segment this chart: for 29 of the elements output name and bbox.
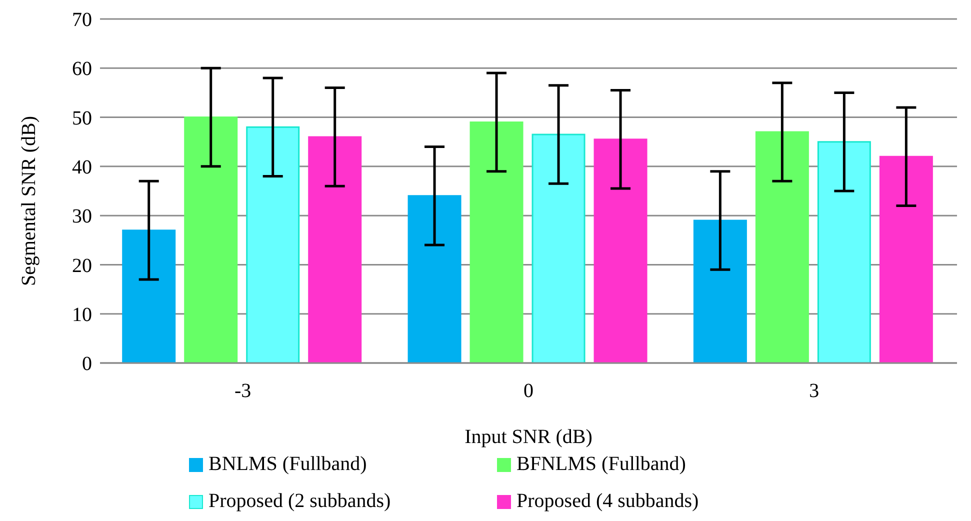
x-tick-label: 3: [809, 380, 820, 402]
bar: [879, 156, 933, 363]
y-tick-label: 0: [82, 353, 92, 376]
y-tick-label: 50: [72, 107, 92, 130]
x-tick-label: 0: [524, 380, 534, 402]
y-axis-title: Segmental SNR (dB): [18, 116, 40, 286]
y-tick-label: 70: [72, 9, 92, 32]
bar: [308, 136, 362, 363]
bar: [246, 126, 300, 363]
bar: [122, 230, 176, 363]
y-tick-label: 30: [72, 206, 92, 228]
bar: [594, 138, 648, 363]
bar: [817, 141, 871, 363]
legend-label: BNLMS (Fullband): [208, 453, 367, 476]
bar: [408, 195, 462, 363]
bar: [470, 121, 524, 363]
y-tick-label: 10: [72, 304, 92, 326]
legend-label: Proposed (4 subbands): [516, 490, 699, 513]
y-tick-label: 40: [72, 156, 92, 179]
bar: [532, 134, 586, 363]
legend-label: BFNLMS (Fullband): [516, 453, 686, 476]
bar: [184, 116, 238, 363]
y-tick-label: 20: [72, 254, 92, 277]
legend-label: Proposed (2 subbands): [208, 490, 391, 513]
y-tick-label: 60: [72, 58, 92, 80]
x-axis-title: Input SNR (dB): [464, 426, 592, 448]
x-tick-label: -3: [234, 380, 252, 402]
bar: [755, 131, 809, 363]
bar: [693, 220, 747, 363]
